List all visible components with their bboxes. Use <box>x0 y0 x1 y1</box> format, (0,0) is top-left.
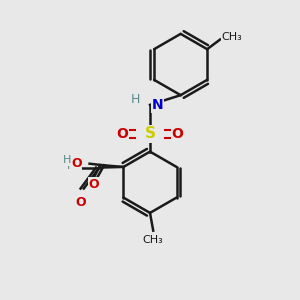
Text: CH₃: CH₃ <box>143 236 164 245</box>
Text: O: O <box>117 127 128 141</box>
Text: O: O <box>75 196 86 208</box>
Text: O: O <box>172 127 183 141</box>
Text: S: S <box>145 126 155 141</box>
Text: H: H <box>67 161 75 171</box>
Text: O: O <box>71 157 82 170</box>
Text: H: H <box>62 155 71 166</box>
Text: N: N <box>152 98 163 112</box>
Text: H: H <box>131 94 140 106</box>
Text: CH₃: CH₃ <box>222 32 242 42</box>
Text: O: O <box>88 178 99 190</box>
